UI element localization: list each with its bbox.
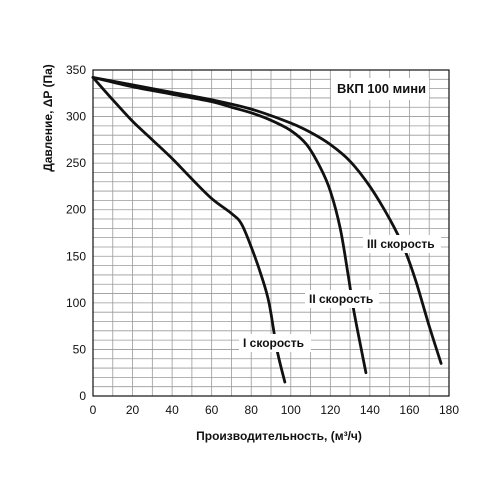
x-tick-label: 120: [320, 403, 340, 417]
series-line-i: [91, 76, 287, 384]
y-tick-label: 300: [66, 110, 86, 124]
series-label-i: I скорость: [243, 336, 304, 350]
x-tick-label: 100: [281, 403, 301, 417]
y-tick-label: 150: [66, 249, 86, 263]
series-line-iii: [91, 76, 443, 365]
x-tick-label: 0: [90, 403, 97, 417]
series-label-iii: III скорость: [367, 237, 435, 251]
y-tick-label: 50: [73, 342, 87, 356]
title-box: [331, 78, 429, 100]
x-axis-label: Производительность, (м³/ч): [196, 429, 362, 443]
x-tick-label: 80: [245, 403, 259, 417]
y-tick-label: 350: [66, 63, 86, 77]
x-tick-label: 20: [126, 403, 140, 417]
series-layer: [91, 76, 443, 384]
y-tick-label: 200: [66, 203, 86, 217]
x-tick-label: 180: [439, 403, 459, 417]
series-label-box-3: [363, 235, 441, 253]
x-tick-label: 40: [165, 403, 179, 417]
y-tick-label: 100: [66, 296, 86, 310]
series-label-box-1: [239, 334, 311, 352]
y-tick-label: 0: [79, 389, 86, 403]
series-label-box-2: [305, 290, 379, 308]
chart-title: ВКП 100 мини: [337, 81, 426, 96]
tick-layer: 0 20 40 60 80 100 120 140 160 180 0 50 100 150 200 250 3…: [66, 63, 459, 417]
y-axis-label: Давление, ΔP (Па): [41, 64, 55, 172]
plot-frame: [92, 69, 450, 397]
series-line-ii: [91, 76, 368, 375]
x-tick-label: 160: [399, 403, 419, 417]
series-label-ii: II скорость: [309, 292, 373, 306]
x-tick-label: 140: [360, 403, 380, 417]
y-tick-label: 250: [66, 156, 86, 170]
x-tick-label: 60: [205, 403, 219, 417]
